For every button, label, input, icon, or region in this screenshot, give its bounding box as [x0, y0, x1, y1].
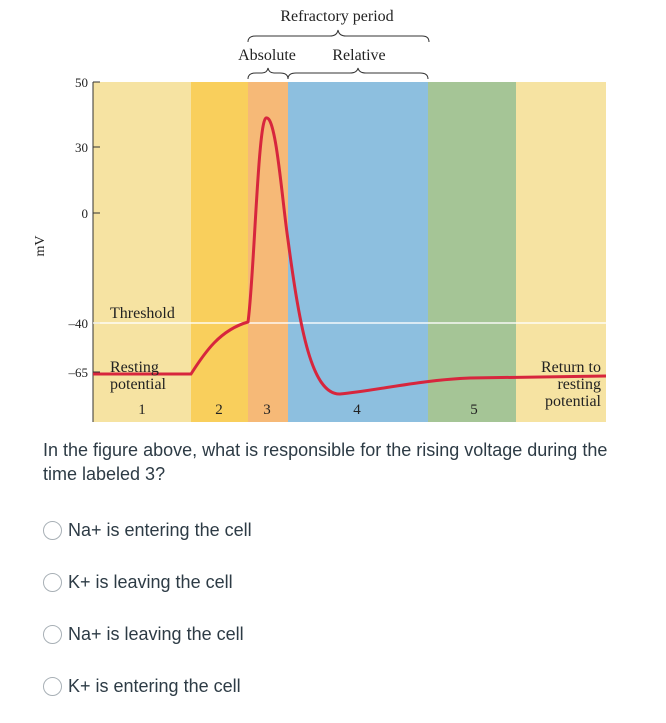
- return-annotation-line1: Return to: [541, 359, 601, 376]
- y-axis-label: mV: [33, 236, 48, 257]
- resting-annotation-line2: potential: [110, 376, 167, 393]
- radio-button[interactable]: [43, 572, 62, 592]
- y-tick-minus-40: –40: [68, 316, 89, 331]
- y-axis: 50 30 0 –40 –65 mV: [33, 75, 100, 422]
- phase-6-band: [516, 82, 606, 422]
- answer-option-label: K+ is leaving the cell: [68, 571, 233, 592]
- phase-4-band: [288, 82, 428, 422]
- threshold-annotation: Threshold: [110, 305, 175, 322]
- relative-label: Relative: [332, 47, 385, 64]
- relative-bracket: [287, 67, 429, 80]
- absolute-bracket: [247, 67, 289, 80]
- question-text: In the figure above, what is responsible…: [43, 440, 608, 484]
- answer-option-label: Na+ is entering the cell: [68, 519, 252, 540]
- refractory-brackets: Refractory period Absolute Relative: [238, 8, 430, 80]
- phase-bands: [93, 82, 606, 422]
- answer-option-label: Na+ is leaving the cell: [68, 623, 244, 644]
- refractory-bracket: [247, 29, 430, 43]
- resting-annotation-line1: Resting: [110, 359, 159, 376]
- answer-option-2[interactable]: K+ is leaving the cell: [43, 567, 252, 597]
- answer-options: Na+ is entering the cell K+ is leaving t…: [43, 515, 252, 723]
- y-tick-30: 30: [75, 140, 88, 155]
- phase-numbers: 1 2 3 4 5: [138, 402, 478, 418]
- refractory-period-label: Refractory period: [280, 8, 393, 25]
- radio-button[interactable]: [43, 520, 62, 540]
- chart-annotations: Threshold Resting potential Return to re…: [110, 305, 602, 410]
- action-potential-figure: 50 30 0 –40 –65 mV Refractory period Abs…: [33, 8, 607, 422]
- phase-number-4: 4: [353, 402, 361, 418]
- y-tick-50: 50: [75, 75, 88, 90]
- radio-button[interactable]: [43, 676, 62, 696]
- phase-5-band: [428, 82, 516, 422]
- phase-number-3: 3: [263, 402, 271, 418]
- radio-button[interactable]: [43, 624, 62, 644]
- answer-option-4[interactable]: K+ is entering the cell: [43, 671, 252, 701]
- phase-2-band: [191, 82, 248, 422]
- absolute-label: Absolute: [238, 47, 296, 64]
- answer-option-3[interactable]: Na+ is leaving the cell: [43, 619, 252, 649]
- y-tick-minus-65: –65: [68, 365, 89, 380]
- action-potential-trace: [93, 116, 607, 396]
- phase-number-2: 2: [215, 402, 223, 418]
- return-annotation-line3: potential: [545, 393, 602, 410]
- phase-1-band: [93, 82, 191, 422]
- phase-number-1: 1: [138, 402, 146, 418]
- y-tick-0: 0: [82, 206, 89, 221]
- phase-number-5: 5: [470, 402, 478, 418]
- answer-option-label: K+ is entering the cell: [68, 675, 241, 696]
- answer-option-1[interactable]: Na+ is entering the cell: [43, 515, 252, 545]
- return-annotation-line2: resting: [557, 376, 601, 393]
